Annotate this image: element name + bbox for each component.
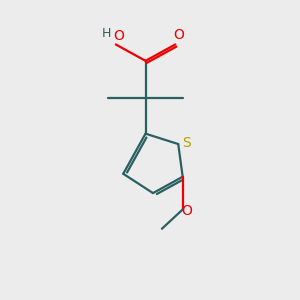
Text: O: O bbox=[113, 29, 124, 43]
Text: O: O bbox=[173, 28, 184, 42]
Text: S: S bbox=[182, 136, 191, 150]
Text: H: H bbox=[102, 27, 112, 40]
Text: O: O bbox=[182, 204, 193, 218]
